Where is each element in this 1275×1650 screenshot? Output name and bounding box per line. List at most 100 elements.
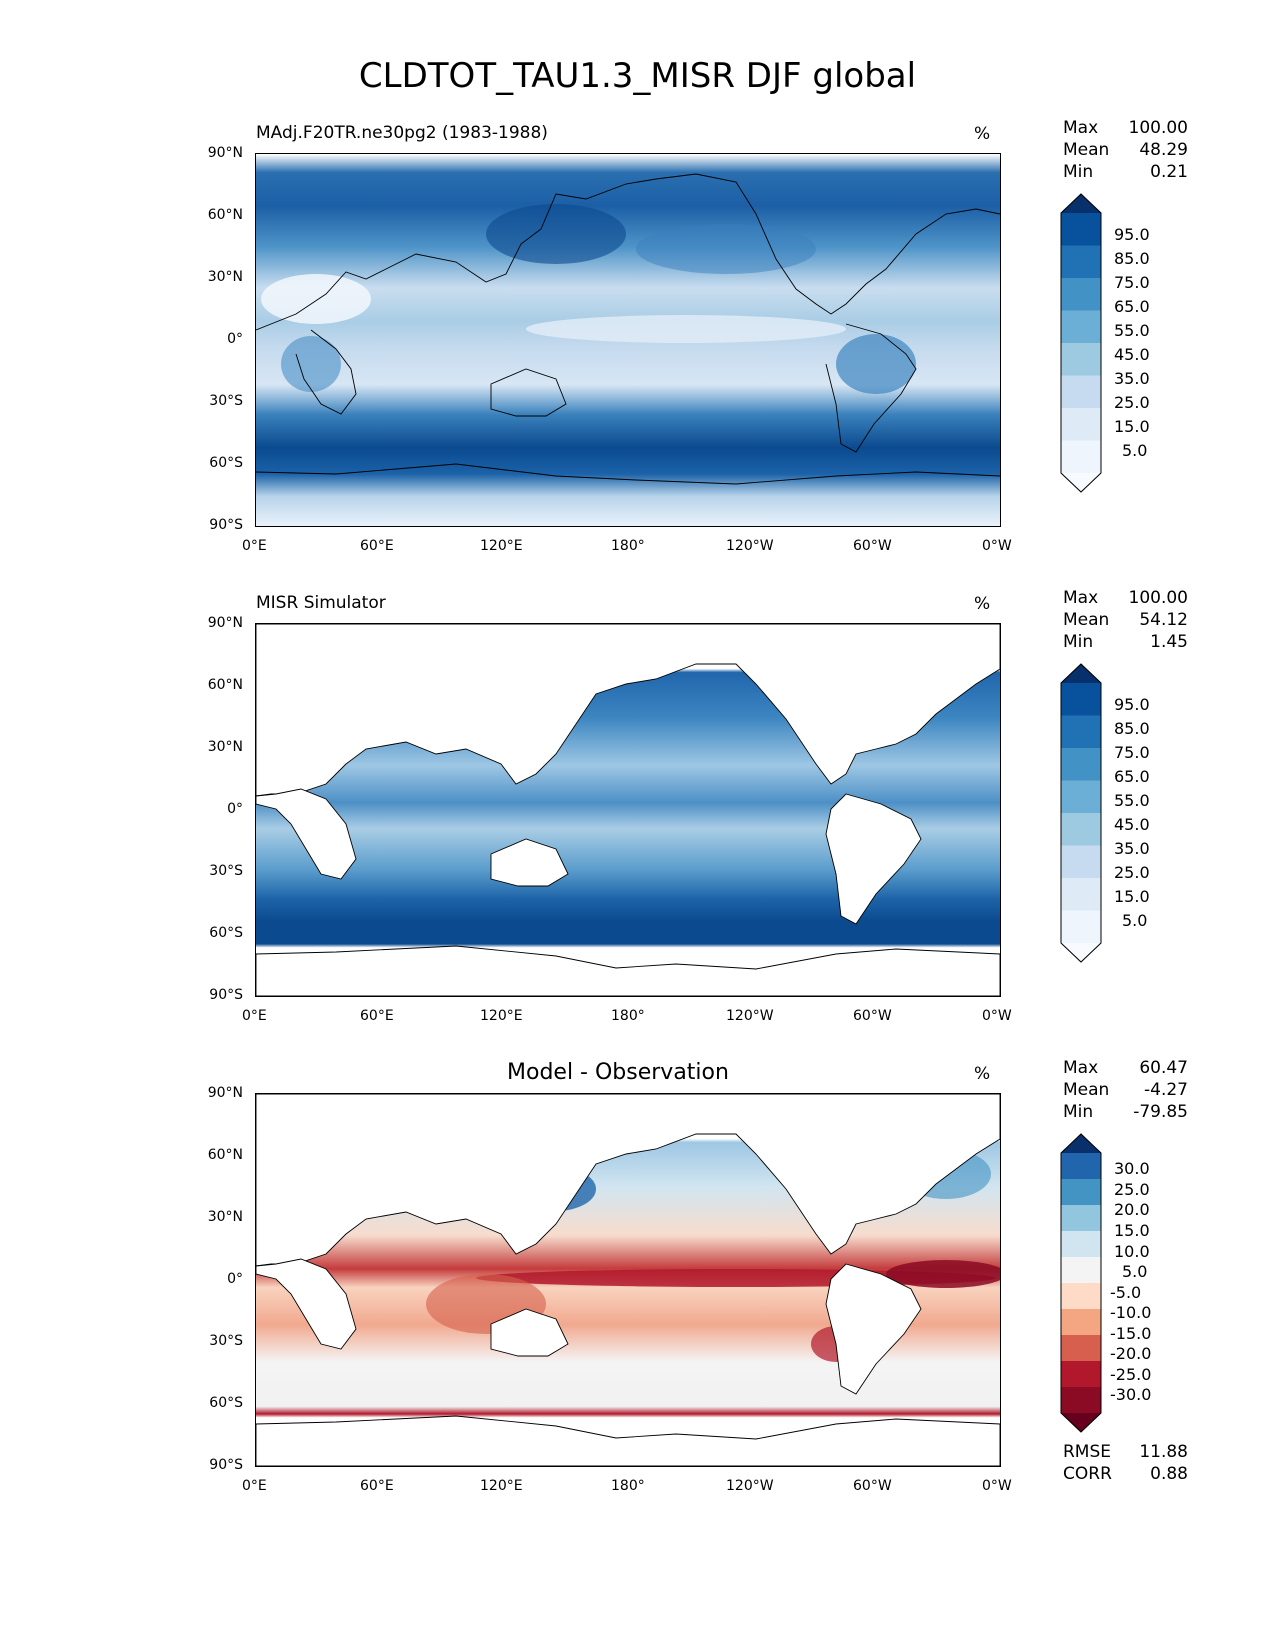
colorbar-tick: 95.0 <box>1114 695 1150 714</box>
panel-title: MAdj.F20TR.ne30pg2 (1983-1988) <box>256 123 548 143</box>
colorbar-tick: 35.0 <box>1114 369 1150 388</box>
lon-tick: 0°E <box>242 1008 267 1024</box>
lon-tick: 60°E <box>360 538 394 554</box>
stat-value: 48.29 <box>1139 140 1188 160</box>
lat-tick: 0° <box>227 331 243 347</box>
lat-tick: 90°S <box>209 987 243 1003</box>
lat-tick: 30°N <box>207 269 243 285</box>
panel-title: MISR Simulator <box>256 593 386 613</box>
colorbar-outline <box>1060 1133 1102 1433</box>
colorbar <box>1060 663 1102 963</box>
colorbar-segment <box>1061 245 1101 279</box>
colorbar-segment <box>1061 213 1101 246</box>
lon-tick: 120°E <box>480 1008 523 1024</box>
colorbar-segment <box>1061 683 1101 716</box>
colorbar-segment <box>1061 408 1101 441</box>
lon-tick: 0°E <box>242 538 267 554</box>
colorbar-tick: 5.0 <box>1122 911 1148 930</box>
lon-tick: 120°W <box>726 1008 774 1024</box>
colorbar-tick: 5.0 <box>1122 441 1148 460</box>
lon-tick: 120°W <box>726 1478 774 1494</box>
colorbar-segment <box>1061 780 1101 814</box>
lon-tick: 60°W <box>853 538 892 554</box>
lon-tick: 0°E <box>242 1478 267 1494</box>
colorbar-tick: -25.0 <box>1110 1365 1152 1384</box>
stat-value: -4.27 <box>1144 1080 1188 1100</box>
lon-tick: 180° <box>611 538 645 554</box>
colorbar-extension-bottom <box>1061 473 1101 492</box>
lon-tick: 180° <box>611 1478 645 1494</box>
colorbar-segment <box>1061 1361 1101 1388</box>
colorbar-tick: 55.0 <box>1114 791 1150 810</box>
panel-title: Model - Observation <box>507 1060 729 1085</box>
unit-label: % <box>974 1064 991 1084</box>
colorbar-segment <box>1061 715 1101 749</box>
colorbar-segment <box>1061 748 1101 781</box>
colorbar-extension-top <box>1061 1134 1101 1153</box>
stat-value: 11.88 <box>1139 1442 1188 1462</box>
colorbar-tick: -5.0 <box>1110 1283 1142 1302</box>
colorbar-segment <box>1061 1335 1101 1362</box>
lat-tick: 60°N <box>207 207 243 223</box>
colorbar-outline <box>1060 663 1102 963</box>
colorbar-tick: 25.0 <box>1114 393 1150 412</box>
stat-value: 60.47 <box>1139 1058 1188 1078</box>
colorbar-outline <box>1060 193 1102 493</box>
colorbar-tick: 65.0 <box>1114 297 1150 316</box>
lon-tick: 120°W <box>726 538 774 554</box>
lat-tick: 60°S <box>209 925 243 941</box>
colorbar-tick: 45.0 <box>1114 345 1150 364</box>
lon-tick: 180° <box>611 1008 645 1024</box>
colorbar-extension-bottom <box>1061 1413 1101 1432</box>
stat-label: Min <box>1063 1102 1094 1122</box>
colorbar-segment <box>1061 845 1101 879</box>
colorbar-segment <box>1061 813 1101 846</box>
lat-tick: 30°S <box>209 1333 243 1349</box>
stat-value: 1.45 <box>1150 632 1188 652</box>
colorbar-segment <box>1061 1387 1101 1414</box>
colorbar-segment <box>1061 1205 1101 1232</box>
colorbar-segment <box>1061 1153 1101 1180</box>
lat-tick: 90°N <box>207 1085 243 1101</box>
stat-label: Max <box>1063 1058 1099 1078</box>
colorbar-tick: 45.0 <box>1114 815 1150 834</box>
lon-tick: 60°W <box>853 1008 892 1024</box>
colorbar-tick: 25.0 <box>1114 863 1150 882</box>
lat-tick: 90°S <box>209 517 243 533</box>
lat-tick: 30°N <box>207 739 243 755</box>
colorbar-tick: 35.0 <box>1114 839 1150 858</box>
stat-value: 100.00 <box>1128 588 1188 608</box>
stat-label: Min <box>1063 162 1094 182</box>
stat-value: 100.00 <box>1128 118 1188 138</box>
unit-label: % <box>974 594 991 614</box>
colorbar-tick: 30.0 <box>1114 1159 1150 1178</box>
lon-tick: 60°E <box>360 1478 394 1494</box>
colorbar-segment <box>1061 1283 1101 1310</box>
lat-tick: 0° <box>227 1271 243 1287</box>
stat-value: 0.88 <box>1150 1464 1188 1484</box>
colorbar-tick: 15.0 <box>1114 417 1150 436</box>
colorbar-segment <box>1061 1257 1101 1284</box>
stat-label: Mean <box>1063 1080 1110 1100</box>
colorbar-segment <box>1061 1231 1101 1258</box>
colorbar-tick: 85.0 <box>1114 249 1150 268</box>
lon-tick: 120°E <box>480 1478 523 1494</box>
lon-tick: 0°W <box>982 538 1012 554</box>
colorbar-segment <box>1061 343 1101 376</box>
lat-tick: 30°S <box>209 393 243 409</box>
lon-tick: 120°E <box>480 538 523 554</box>
lat-tick: 30°N <box>207 1209 243 1225</box>
map-difference <box>255 1093 1001 1467</box>
map-model-cloud-fraction <box>255 153 1001 527</box>
map-observation-cloud-fraction <box>255 623 1001 997</box>
colorbar-tick: 95.0 <box>1114 225 1150 244</box>
colorbar-tick: -15.0 <box>1110 1324 1152 1343</box>
colorbar-tick: -10.0 <box>1110 1303 1152 1322</box>
colorbar-segment <box>1061 278 1101 311</box>
lon-tick: 0°W <box>982 1478 1012 1494</box>
colorbar-segment <box>1061 1309 1101 1336</box>
colorbar-tick: 20.0 <box>1114 1200 1150 1219</box>
colorbar-tick: 10.0 <box>1114 1242 1150 1261</box>
colorbar-tick: 15.0 <box>1114 887 1150 906</box>
colorbar <box>1060 1133 1102 1433</box>
